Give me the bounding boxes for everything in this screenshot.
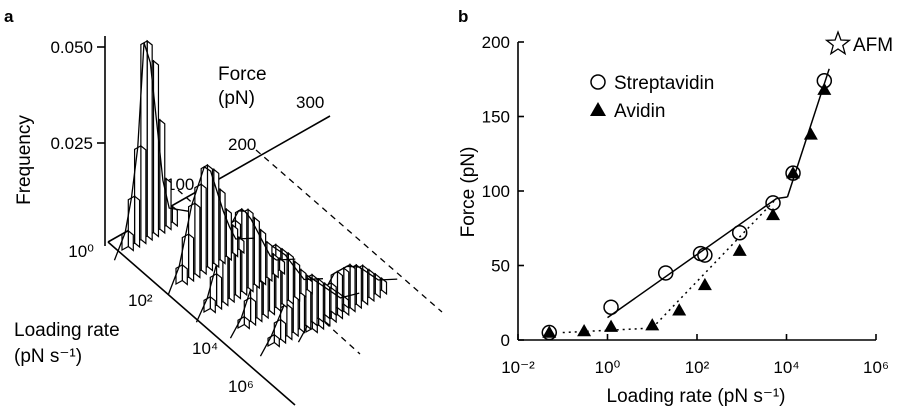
panel-b-label: b [458,7,468,26]
avidin-point-8 [766,207,781,221]
y-tick-label-100: 100 [482,182,510,201]
avidin-point-11 [817,82,832,95]
y-tick-label-0: 0 [501,331,510,350]
histogram-2 [167,163,255,295]
histogram-5-bar-11-side [336,290,343,313]
avidin-point-9 [786,166,801,179]
avidin-point-4 [645,318,660,331]
histogram-2-bar-8-side [225,207,232,262]
panel-b-axes: 10⁻² 10⁰ 10² 10⁴ 10⁶ 0 50 100 150 200 [482,33,889,377]
avidin-point-2 [577,324,592,337]
histogram-6-bar-8-side [355,263,362,310]
loading-rate-x-axis-label: Loading rate (pN s⁻¹) [607,386,786,407]
histogram-5-bar-1 [267,333,275,348]
fit-streptavidin-segment-1 [607,197,778,319]
x-tick-label-4: 10⁶ [863,358,889,377]
x-tick-label-0: 10⁻² [501,358,535,377]
streptavidin-point-3 [657,265,674,281]
panel-a-label: a [4,7,14,26]
streptavidin-point-2 [603,299,619,315]
avidin-point-10 [803,127,818,140]
histogram-2-fit-curve [167,165,255,295]
x-tick-label-1: 10⁰ [595,358,621,377]
histogram-5 [259,273,360,357]
histogram-5-bar-2-side [279,318,287,345]
streptavidin-point-5 [697,247,713,263]
x-tick-label-3: 10⁴ [773,358,799,377]
histogram-3-bar-11-side [272,252,279,279]
loading-rate-axis [107,241,296,406]
histogram-3-fit-curve [195,210,296,323]
histogram-2-bar-9-side [232,223,239,258]
histogram-3 [195,207,296,323]
force-axis-label-line1: Force [218,64,267,85]
fit-lines [562,68,830,334]
panel-a: a Frequency Force (pN) Loading rate (pN … [4,7,443,406]
afm-star-icon [824,30,852,56]
histogram-stack [113,39,398,357]
loading-rate-tick-label-1e2: 10² [128,291,153,310]
avidin-point-5 [672,303,687,316]
fit-avidin-segment-2 [651,197,778,329]
legend-marker-avidin [590,102,606,116]
frequency-tick-label-0050: 0.050 [50,38,93,57]
force-tick-label-300: 300 [296,93,324,112]
histogram-4-bar-7-side [281,247,288,309]
streptavidin-point-6 [731,224,748,241]
histogram-2-bar-3-side [194,202,201,279]
force-axis-label-line2: (pN) [218,88,255,109]
frequency-tick-label-0025: 0.025 [50,134,93,153]
histogram-1 [113,39,189,261]
histogram-2-bar-2-side [187,232,195,283]
legend-marker-streptavidin [590,74,606,90]
avidin-point-3 [604,319,619,332]
histogram-4-bar-1 [237,315,245,330]
afm-annotation: AFM [824,30,893,56]
histogram-3-bar-2-side [215,272,223,311]
histogram-5-bar-3-side [286,303,293,341]
histogram-4-bar-10-side [300,268,307,299]
histogram-2-bar-7-side [219,188,226,265]
frequency-tick-label-base: 10⁰ [68,242,94,261]
force-tick-label-200: 200 [228,135,256,154]
histogram-1-bar-2-side [133,194,141,249]
avidin-point-1 [542,325,557,338]
histogram-2-bar-5-side [206,163,214,272]
histogram-1-bar-5-side [152,59,160,238]
histogram-6-bar-7-side [349,263,356,313]
histogram-4-fit-curve [229,245,323,339]
data-markers [541,72,833,341]
force-tick-label-100: 100 [166,175,194,194]
x-tick-label-2: 10² [685,358,710,377]
loading-rate-tick-label-1e4: 10⁴ [192,339,218,358]
y-tick-label-50: 50 [491,257,510,276]
panel-b: b Force (pN) Loading rate (pN s⁻¹) 10⁻² 1… [458,7,893,407]
y-tick-label-150: 150 [482,108,510,127]
frequency-axis-label: Frequency [14,115,35,205]
histogram-6-bar-12-side [380,276,388,296]
histogram-1-fit-curve [113,42,189,261]
histogram-2-bar-1-side [181,263,188,286]
histogram-6-bar-11-side [374,272,381,299]
force-y-axis-label: Force (pN) [458,147,479,238]
loading-rate-axis-label-line1: Loading rate [14,320,120,341]
loading-rate-axis-label-line2: (pN s⁻¹) [14,346,82,367]
histogram-1-bar-3-side [140,144,147,245]
streptavidin-point-7 [765,195,781,211]
avidin-point-7 [732,243,747,256]
afm-label: AFM [853,35,893,56]
y-tick-label-200: 200 [482,33,510,52]
guide-line-200pN [255,149,443,313]
loading-rate-tick-label-1e6: 10⁶ [228,377,254,396]
histogram-3-bar-10-side [266,240,273,283]
legend-label-avidin: Avidin [614,101,665,122]
histogram-2-bar-4-side [200,182,207,276]
legend: Streptavidin Avidin [590,73,714,122]
histogram-1-bar-1-side [127,229,134,252]
legend-label-streptavidin: Streptavidin [614,73,714,94]
histogram-4-bar-2-side [249,296,257,327]
avidin-point-6 [697,277,712,291]
